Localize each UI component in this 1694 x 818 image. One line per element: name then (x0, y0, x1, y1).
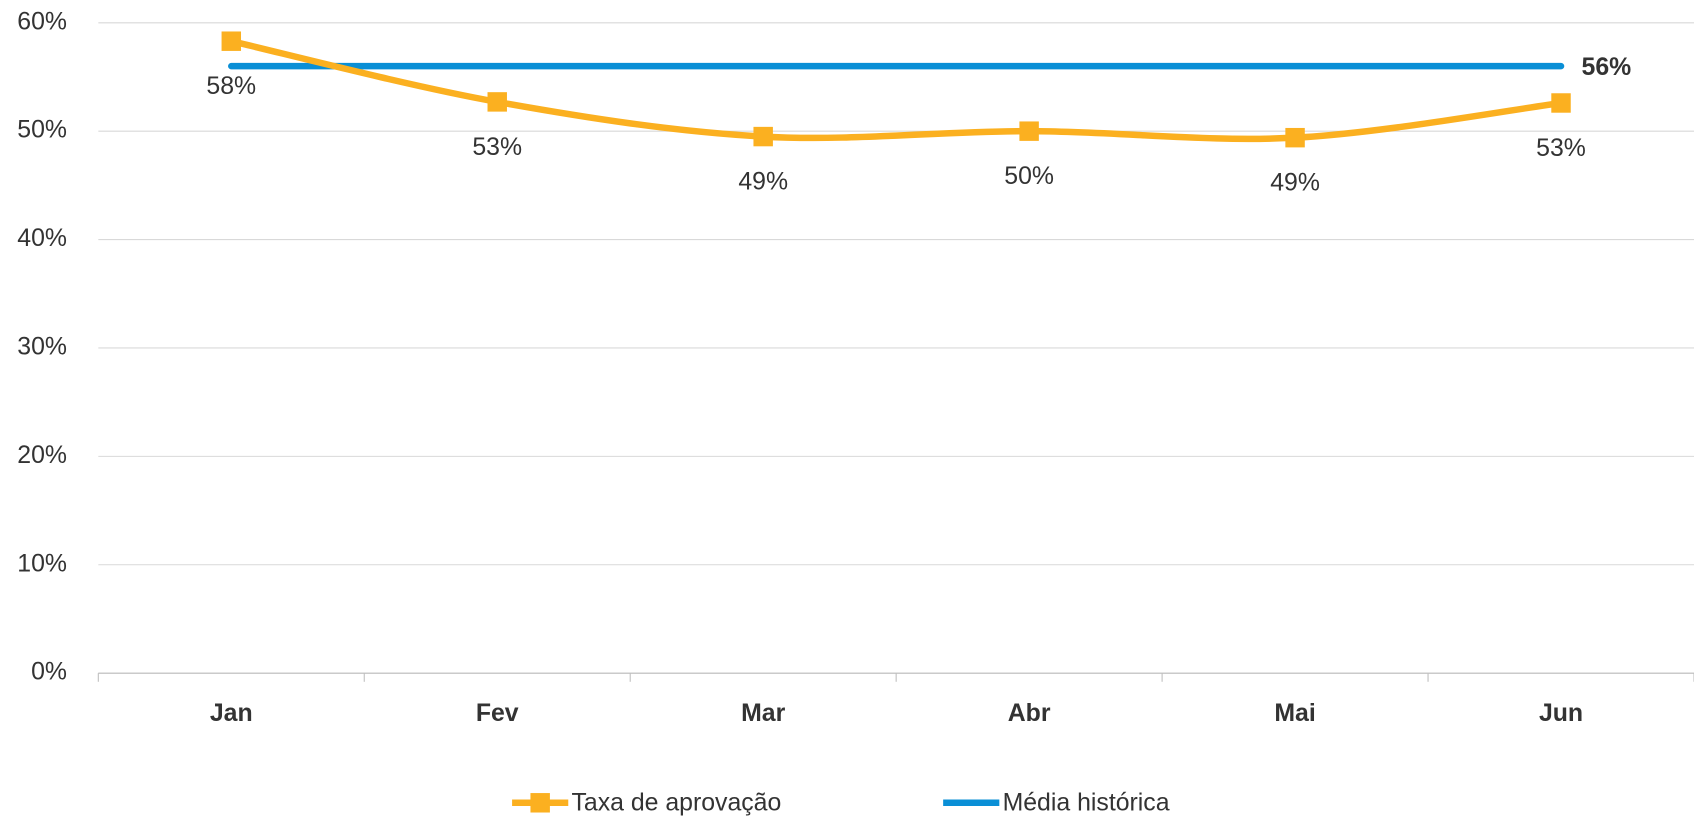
y-tick-label: 50% (17, 117, 67, 144)
marker (1285, 127, 1305, 148)
x-tick-label: Abr (1008, 700, 1051, 727)
y-tick-label: 0% (31, 659, 67, 686)
marker (1551, 93, 1571, 113)
legend-label: Taxa de aprovação (572, 789, 782, 816)
marker (1019, 121, 1039, 141)
y-tick-label: 20% (17, 442, 67, 469)
x-tick-label: Mai (1274, 700, 1315, 727)
legend-marker (530, 793, 550, 813)
legend-label: Média histórica (1003, 789, 1170, 816)
x-tick-label: Jan (210, 700, 253, 727)
value-label: 49% (738, 169, 788, 196)
series-line (228, 37, 1565, 143)
y-tick-label: 10% (17, 550, 67, 577)
value-label: 53% (472, 134, 522, 161)
x-tick-label: Jun (1539, 700, 1583, 727)
marker (487, 92, 507, 112)
y-tick-label: 40% (17, 225, 67, 252)
marker (753, 126, 773, 147)
value-label: 58% (206, 73, 256, 100)
value-label: 50% (1004, 163, 1054, 190)
value-label: 49% (1270, 170, 1320, 197)
x-tick-label: Mar (741, 700, 785, 727)
value-label: 56% (1582, 54, 1632, 81)
y-tick-label: 60% (17, 8, 67, 35)
y-tick-label: 30% (17, 334, 67, 361)
value-label: 53% (1536, 135, 1586, 162)
marker (221, 31, 242, 51)
x-tick-label: Fev (476, 700, 519, 727)
